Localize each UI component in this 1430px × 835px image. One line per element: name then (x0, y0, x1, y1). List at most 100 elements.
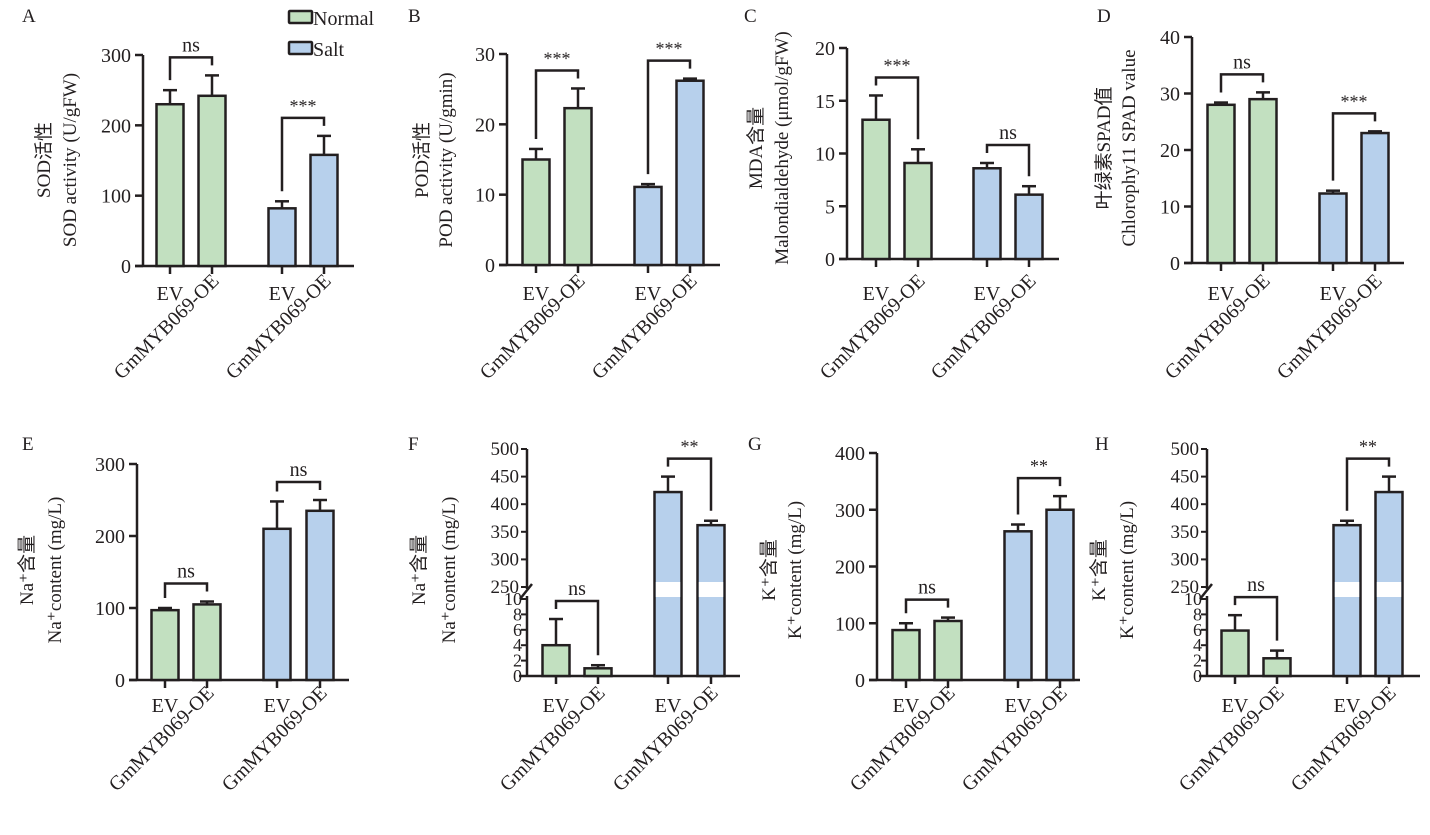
x-tick-label: EV (543, 695, 570, 717)
bar (1045, 508, 1075, 682)
y-tick-label: 0 (825, 249, 835, 271)
significance-label: *** (544, 48, 571, 68)
x-tick-label: EV (269, 283, 296, 305)
significance-label: ** (1359, 437, 1377, 457)
panel-letter: D (1097, 6, 1111, 27)
y-tick-label: 2 (513, 651, 522, 671)
y-tick-label: 30 (475, 44, 495, 66)
bar (150, 608, 180, 682)
y-tick-label: 300 (95, 454, 125, 476)
x-tick-label: EV (974, 283, 1001, 305)
bar (155, 102, 185, 268)
significance-bracket (168, 56, 214, 81)
significance-label: ns (999, 122, 1017, 144)
y-tick-label: 100 (835, 613, 865, 635)
y-tick-label: 10 (504, 589, 522, 609)
legend-swatch-salt (287, 40, 314, 56)
y-axis-label-cn: Na⁺含量 (16, 535, 38, 605)
significance-bracket (904, 598, 950, 614)
panel-letter: C (744, 6, 757, 27)
panel-letter: G (748, 434, 762, 455)
bar (1014, 193, 1044, 261)
y-axis-label-en: Na⁺content (mg/L) (439, 497, 460, 644)
y-tick-label: 0 (115, 670, 125, 692)
y-tick-label: 400 (1171, 494, 1200, 515)
y-tick-label: 200 (95, 526, 125, 548)
panel-letter: F (408, 434, 419, 455)
y-tick-label: 20 (815, 38, 835, 60)
bar (1318, 192, 1348, 265)
panel-letter: H (1095, 434, 1109, 455)
y-tick-label: 20 (475, 114, 495, 136)
bar (696, 523, 726, 678)
y-axis-label-cn: K⁺含量 (1088, 539, 1110, 601)
bar (1206, 103, 1236, 265)
significance-label: *** (290, 96, 317, 116)
bar (1248, 97, 1278, 265)
significance-label: ns (182, 34, 200, 56)
bar-break-gap (698, 582, 724, 597)
x-tick-label: EV (523, 283, 550, 305)
y-tick-label: 10 (475, 185, 495, 207)
y-tick-label: 0 (855, 670, 865, 692)
y-tick-label: 200 (101, 115, 131, 137)
y-tick-label: 350 (491, 522, 520, 543)
y-tick-label: 8 (1193, 604, 1202, 624)
panel-g: GK⁺含量 K⁺content (mg/L)0100200300400EVGmMY… (748, 434, 1080, 796)
legend-swatch-normal (287, 9, 314, 25)
y-axis-label-cn: 叶绿素SPAD值 (1093, 87, 1115, 210)
significance-bracket (1345, 457, 1391, 511)
significance-label: ns (568, 578, 586, 600)
bar (972, 167, 1002, 261)
legend-label-normal: Normal (313, 8, 375, 30)
bar (633, 185, 663, 267)
y-tick-label: 0 (485, 255, 495, 277)
y-axis-label-en: Chlorophy11 SPAD value (1119, 49, 1140, 246)
significance-bracket (985, 143, 1031, 177)
y-tick-label: 6 (1193, 620, 1202, 640)
x-tick-label: EV (1005, 695, 1032, 717)
significance-label: ns (918, 577, 936, 599)
y-tick-label: 300 (1171, 549, 1200, 570)
y-axis-label-cn: SOD活性 (33, 122, 55, 198)
bar-break-gap (655, 582, 681, 597)
bar (192, 603, 222, 682)
y-tick-label: 2 (1193, 651, 1202, 671)
y-tick-label: 6 (513, 620, 522, 640)
bar (1220, 629, 1250, 678)
y-axis-label-en: SOD activity (U/gFW) (60, 73, 81, 247)
y-tick-label: 400 (835, 443, 865, 465)
x-tick-label: EV (893, 695, 920, 717)
panel-c: C MDA含量 Malondialdehyde (μmol/gFW) 0 5 10 15 20… (744, 6, 1059, 384)
bar (1360, 131, 1390, 265)
significance-bracket (1219, 73, 1265, 93)
y-tick-label: 15 (815, 91, 835, 113)
x-tick-label: EV (264, 695, 291, 717)
x-tick-label: EV (655, 695, 682, 717)
y-tick-label: 5 (825, 196, 835, 218)
panel-e: ENa⁺含量 Na⁺content (mg/L)0100200300EVGmMYB… (16, 434, 349, 796)
bar-break-gap (1334, 582, 1360, 597)
panel-d: D 叶绿素SPAD值 Chlorophy11 SPAD value 0 10 20 30 40… (1093, 6, 1404, 384)
panel-letter: E (22, 434, 34, 455)
y-tick-label: 200 (835, 557, 865, 579)
y-tick-label: 450 (491, 467, 520, 488)
x-tick-label: EV (635, 283, 662, 305)
y-axis-label-cn: Na⁺含量 (408, 535, 430, 605)
significance-bracket (554, 599, 600, 656)
bar (583, 667, 613, 678)
y-tick-label: 4 (513, 635, 522, 655)
bar (197, 94, 227, 268)
y-tick-label: 500 (491, 439, 520, 460)
significance-bracket (163, 582, 209, 598)
y-axis-label-cn: K⁺含量 (758, 539, 780, 601)
y-axis-label-en: Malondialdehyde (μmol/gFW) (772, 31, 793, 264)
axis-break-mark (519, 583, 533, 600)
bar (1003, 530, 1033, 682)
significance-label: ns (177, 561, 195, 583)
y-tick-label: 40 (1160, 27, 1180, 49)
